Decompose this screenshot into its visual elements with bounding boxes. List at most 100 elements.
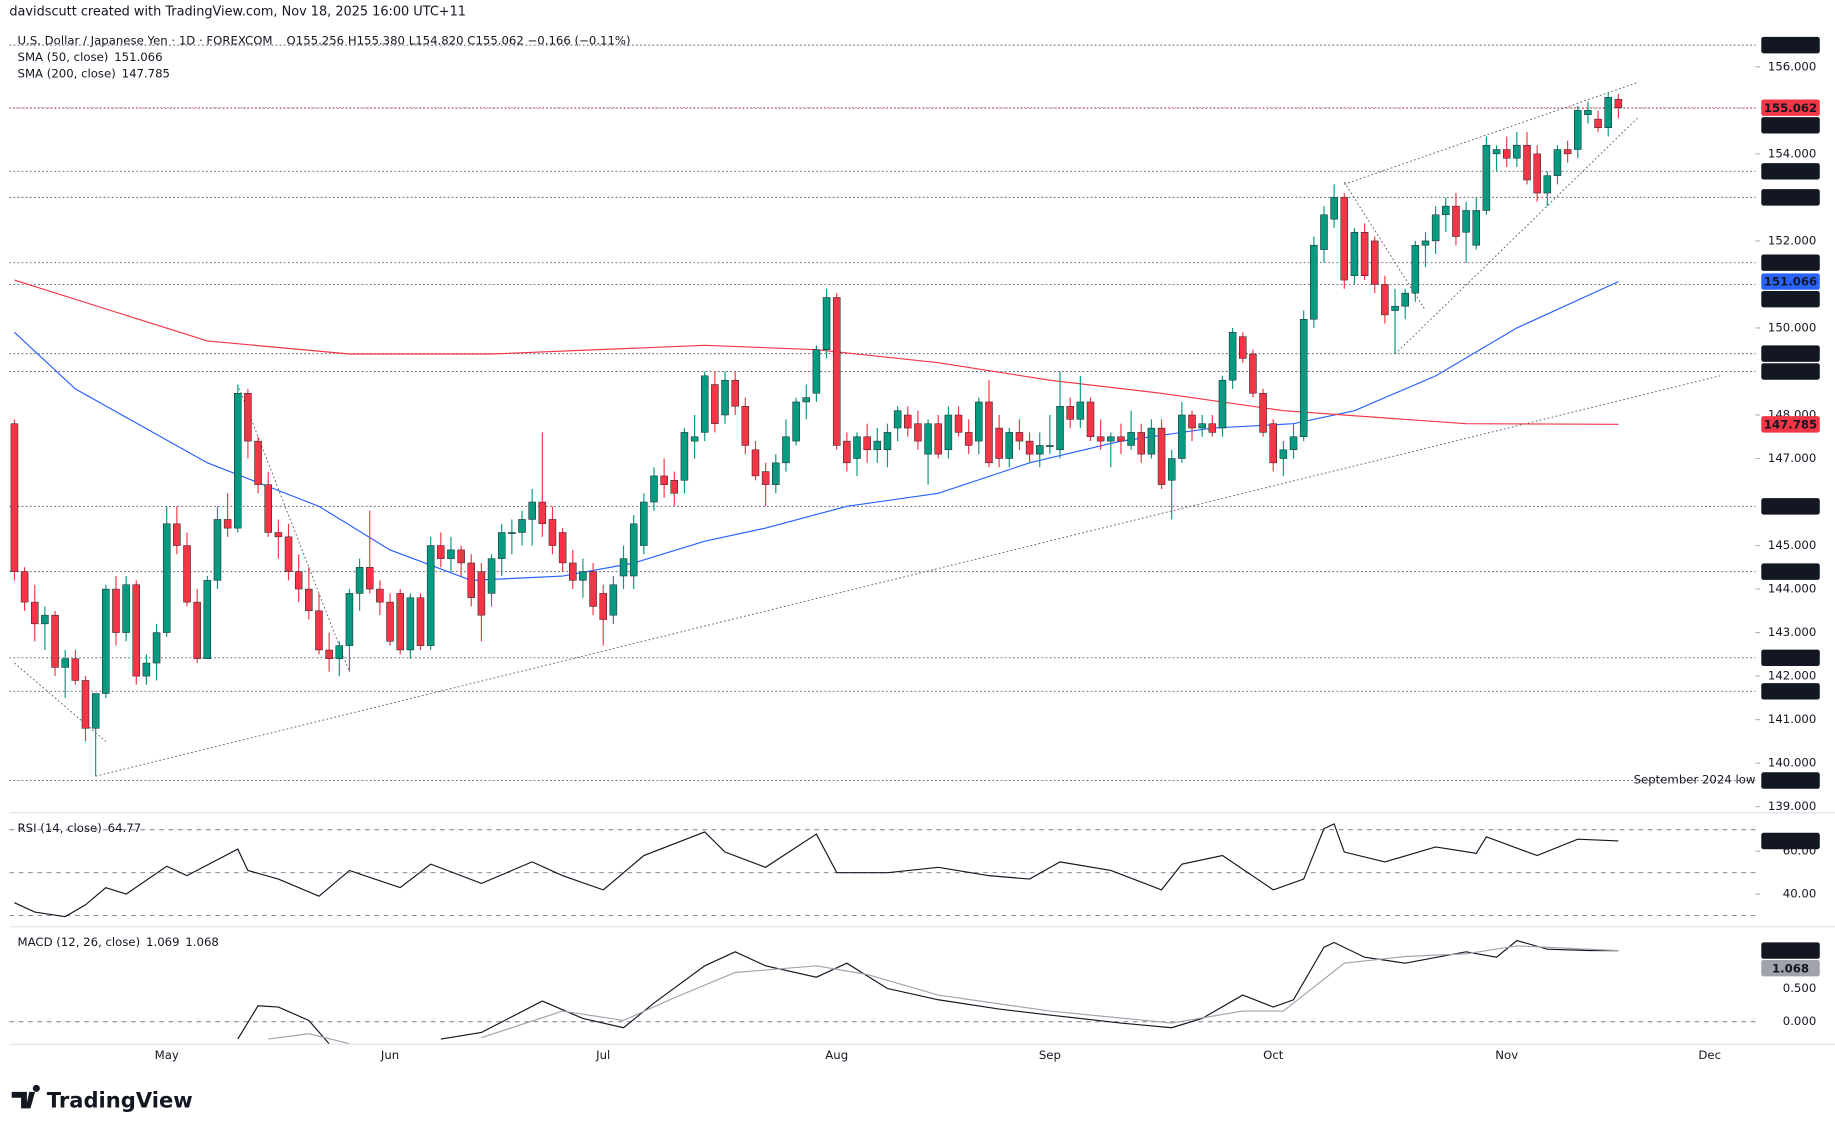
candle-body (1178, 414, 1186, 459)
candle-body (772, 462, 780, 485)
candle-body (203, 580, 212, 659)
rsi-value: 64.77 (108, 821, 141, 835)
candle-body (914, 423, 922, 442)
indicator-badge: 151.066 (1764, 275, 1817, 289)
level-label-bg (1761, 254, 1820, 271)
candle-body (396, 593, 404, 651)
y-tick-label: 143.000 (1768, 625, 1816, 639)
candle-body (91, 693, 100, 729)
candle-body (558, 532, 567, 564)
level-label-bg (1761, 649, 1820, 667)
candle-body (690, 436, 699, 442)
candle-body (924, 423, 932, 455)
level-label: 151.500 (1764, 256, 1817, 270)
trendline (95, 375, 1721, 777)
indicator-value: 151.066 (114, 50, 162, 64)
candle-body (751, 449, 760, 477)
candle-body (579, 571, 587, 581)
candle-body (528, 501, 536, 520)
candle-body (1208, 423, 1217, 433)
candle-body (1076, 401, 1085, 420)
candle-body (487, 558, 496, 594)
candle-body (1502, 149, 1511, 159)
candle-body (792, 401, 800, 442)
trendline (1343, 181, 1426, 311)
candle-body (416, 597, 425, 646)
candle-body (609, 584, 618, 616)
candle-body (1320, 214, 1328, 250)
candle-body (1218, 379, 1227, 429)
candle-body (244, 392, 252, 442)
level-label: 155.050 (1764, 118, 1817, 132)
sma-line (14, 279, 1619, 425)
indicator-badge-bg (1761, 273, 1820, 290)
candle-body (731, 379, 739, 407)
y-tick-label: 141.000 (1768, 712, 1816, 726)
level-label-bg (1761, 498, 1820, 515)
y-tick-label: 139.000 (1768, 799, 1816, 813)
candle-body (1086, 401, 1095, 437)
candle-body (1614, 98, 1623, 108)
candle-body (518, 519, 526, 533)
candle-body (660, 475, 668, 485)
candle-body (873, 440, 882, 451)
candle-body (1472, 210, 1480, 246)
candle-body (467, 562, 476, 599)
y-tick-label: 40.00 (1783, 887, 1816, 901)
candle-body (234, 392, 242, 529)
candle-body (325, 649, 333, 659)
candle-body (213, 519, 222, 581)
candle-body (1553, 149, 1562, 176)
y-tick-label: 142.000 (1768, 669, 1816, 683)
candle-body (1289, 436, 1298, 451)
candle-body (1310, 245, 1318, 320)
candle-body (1533, 153, 1541, 194)
candle-body (1239, 336, 1247, 359)
candle-body (1411, 245, 1420, 294)
candle-body (1574, 110, 1582, 150)
indicator-badge-bg (1761, 416, 1820, 433)
candle-body (1543, 175, 1552, 194)
candle-body (376, 588, 384, 603)
candle-body (1442, 205, 1450, 216)
candle-body (1269, 423, 1277, 464)
macd-pane (9, 939, 1756, 1044)
x-tick-label: Dec (1698, 1048, 1721, 1062)
candle-body (1584, 110, 1592, 115)
candle-body (843, 440, 851, 464)
last-price-badge: 155.062 (1764, 101, 1817, 115)
candle-body (81, 680, 90, 729)
candle-body (975, 401, 983, 442)
candle-body (650, 475, 658, 503)
candle-body (457, 549, 465, 564)
candle-body (1391, 305, 1399, 311)
candle-body (61, 658, 69, 668)
level-label-bg (1761, 683, 1820, 700)
candle-body (152, 632, 161, 664)
candle-body (386, 601, 394, 642)
last-price-badge-bg (1761, 99, 1820, 116)
candle-body (264, 484, 272, 533)
macd-badge: 1.068 (1772, 961, 1809, 975)
level-label: 139.600 (1764, 774, 1817, 788)
candle-body (893, 410, 902, 429)
candle-body (1056, 406, 1064, 451)
candle-body (1157, 427, 1166, 485)
rsi-pane (9, 823, 1756, 918)
candle-body (1188, 414, 1196, 429)
candle-body (1249, 353, 1257, 394)
rsi-line (14, 823, 1619, 918)
candle-body (1066, 406, 1074, 420)
candle-body (1299, 319, 1308, 437)
logo-mark (11, 1084, 40, 1109)
ohlc: O155.256 H155.380 L154.820 C155.062 −0.1… (287, 34, 631, 48)
candle-body (223, 519, 232, 529)
candle-body (142, 662, 151, 677)
candle-body (832, 297, 841, 446)
candle-body (985, 401, 993, 464)
indicator-value: 147.785 (122, 67, 170, 81)
candle-body (1279, 449, 1288, 459)
candle-body (1340, 197, 1349, 281)
y-tick-label: 150.000 (1768, 320, 1816, 334)
level-label: 149.410 (1764, 347, 1817, 361)
